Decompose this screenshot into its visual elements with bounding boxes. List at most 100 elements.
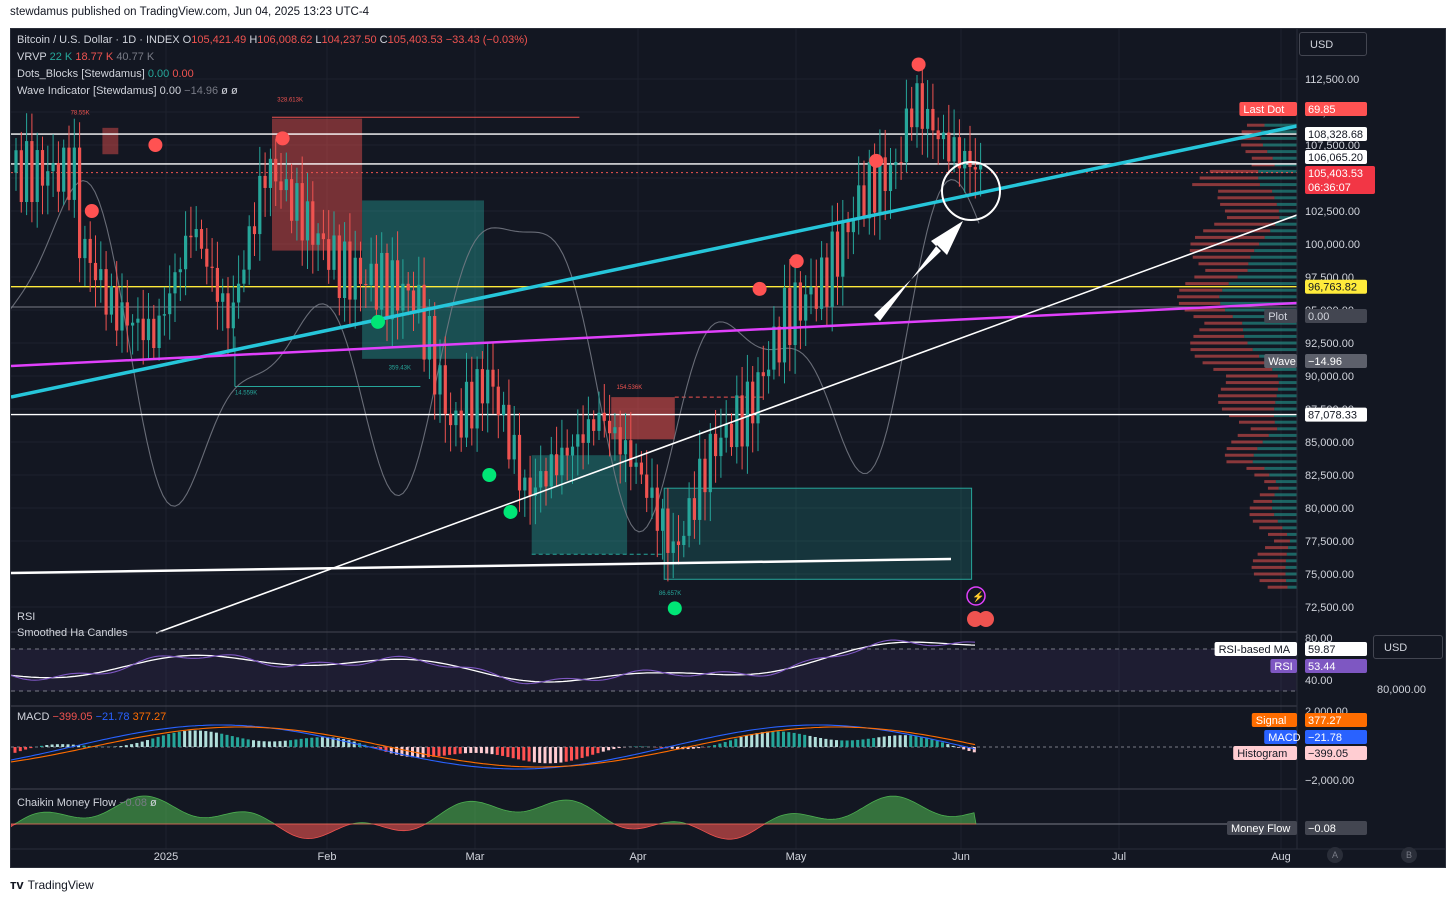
horizontal-levels: [11, 133, 1297, 416]
chart-canvas[interactable]: 78.55K 328.613K 14.559K 359.43K 154.536K 86.6…: [11, 29, 1446, 868]
currency-selector[interactable]: USD: [1299, 32, 1367, 56]
symbol-label: Bitcoin / U.S. Dollar · 1D · INDEX: [17, 34, 180, 46]
candle-body: [141, 318, 145, 341]
macd-histogram-bar: [40, 745, 43, 747]
candle-body: [533, 487, 537, 496]
candle-body: [242, 269, 246, 284]
candle-body: [284, 179, 288, 191]
macd-histogram-bar: [246, 739, 250, 747]
candle-body: [814, 286, 818, 309]
low-value: 104,237.50: [321, 34, 377, 46]
vp-up-bar: [1270, 229, 1297, 233]
macd-histogram-bar: [559, 747, 563, 763]
green-signal-dot: [667, 601, 682, 616]
macd-histogram-bar: [326, 737, 330, 747]
button-b[interactable]: B: [1401, 847, 1417, 863]
macd-histogram-bar: [156, 736, 160, 747]
vp-down-bar: [1198, 262, 1249, 266]
candle-body: [411, 290, 416, 313]
histogram-badge: −399.05: [1308, 748, 1348, 760]
vp-up-bar: [1287, 532, 1297, 536]
wave-badge-label: Wave: [1268, 356, 1296, 368]
red-signal-dot: [84, 204, 99, 218]
macd-histogram-bar: [713, 745, 717, 747]
candle-body: [88, 238, 92, 263]
macd-histogram-bar: [506, 747, 510, 758]
vp-up-bar: [1248, 262, 1297, 266]
candles: [14, 61, 983, 582]
candle-body: [168, 293, 172, 315]
vp-down-bar: [1190, 341, 1248, 345]
close-price-badge: 105,403.53: [1308, 168, 1363, 180]
macd-histogram-bar: [320, 737, 324, 747]
last-dot-badge-label: Last Dot: [1243, 104, 1284, 116]
macd-histogram-bar: [612, 747, 616, 750]
wave-badge-bg: [1305, 354, 1367, 368]
vp-up-bar: [1260, 136, 1297, 140]
candle-body: [46, 171, 50, 186]
candle-body: [422, 284, 426, 360]
candle-body: [973, 167, 977, 170]
macd-histogram-bar: [707, 746, 711, 747]
block-volume-label-a: 78.55K: [71, 111, 90, 117]
candle-body: [835, 231, 840, 277]
candle-body: [756, 372, 760, 424]
macd-badge-label: MACD: [1268, 732, 1300, 744]
candle-body: [634, 462, 638, 467]
candle-body: [93, 262, 98, 281]
vp-up-bar: [1250, 255, 1297, 259]
macd-histogram-bar: [951, 745, 955, 747]
candle-body: [385, 252, 389, 320]
macd-histogram-bar: [61, 744, 65, 747]
candle-body: [724, 423, 728, 438]
macd-histogram-bar: [458, 747, 462, 754]
candle-body: [926, 108, 930, 129]
macd-histogram-bar: [347, 740, 351, 747]
vp-down-bar: [1252, 559, 1286, 563]
macd-histogram-bar: [882, 736, 886, 747]
vp-down-bar: [1253, 572, 1286, 576]
macd-histogram-bar: [903, 735, 907, 747]
macd-histogram-bar: [278, 741, 282, 747]
vp-up-bar: [1286, 552, 1297, 556]
macd-histogram-bar: [893, 735, 897, 747]
macd-histogram-bar: [495, 747, 499, 755]
vp-down-bar: [1218, 400, 1276, 404]
time-tick-label: Mar: [466, 851, 485, 863]
time-tick-label: Jun: [952, 851, 970, 863]
vp-up-bar: [1262, 440, 1297, 444]
macd-histogram-bar: [517, 747, 520, 760]
macd-histogram-bar: [930, 739, 934, 747]
level-2-badge: 106,065.20: [1308, 152, 1363, 164]
button-a[interactable]: A: [1327, 847, 1343, 863]
macd-histogram-bar: [638, 746, 642, 747]
vp-down-bar: [1264, 480, 1276, 484]
open-value: 105,421.49: [191, 34, 247, 46]
macd-histogram-bar: [575, 747, 579, 760]
candle-body: [767, 369, 771, 377]
vp-up-bar: [1253, 453, 1297, 457]
candle-body: [438, 365, 442, 395]
macd-histogram-bar: [236, 737, 240, 747]
macd-histogram-bar: [209, 731, 213, 747]
macd-histogram-bar: [813, 737, 817, 747]
vp-down-bar: [1246, 123, 1265, 127]
signal-badge: 377.27: [1308, 715, 1342, 727]
chart-frame[interactable]: 78.55K 328.613K 14.559K 359.43K 154.536K 86.6…: [10, 28, 1446, 868]
macd-histogram-bar: [941, 742, 944, 747]
grid-layer: [11, 29, 1297, 849]
macd-histogram-bar: [342, 739, 346, 747]
green-signal-dot: [371, 314, 385, 329]
last-dot-badge: 69.85: [1308, 104, 1336, 116]
macd-histogram-bar: [755, 733, 759, 747]
vp-up-bar: [1274, 513, 1297, 517]
candle-body: [623, 440, 628, 455]
candle-body: [602, 412, 606, 421]
currency-selector-secondary[interactable]: USD: [1373, 635, 1443, 659]
macd-histogram-bar: [617, 747, 621, 749]
money-flow-badge-label-bg: [1227, 821, 1297, 835]
signal-badge-bg: [1305, 713, 1367, 727]
macd-histogram-bar: [861, 739, 865, 747]
macd-badge-bg: [1305, 730, 1367, 744]
macd-histogram-bar: [845, 740, 849, 747]
